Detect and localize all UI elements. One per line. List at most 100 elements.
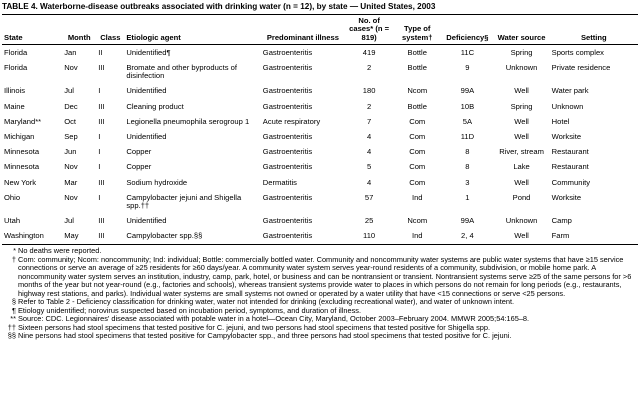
table-cell: Unknown: [505, 62, 538, 72]
table-cell: Acute respiratory: [262, 116, 321, 126]
footnote: †† Sixteen persons had stool specimens th…: [2, 322, 638, 333]
table-cell: Bottle: [407, 101, 427, 111]
table-cell: Unidentified: [126, 131, 167, 141]
column-header: Predominant illness: [260, 15, 346, 46]
column-header: Class: [96, 15, 125, 46]
footnote-text: No deaths were reported.: [18, 246, 102, 256]
table-cell: Com: [409, 162, 426, 172]
table-cell: Jan: [64, 47, 77, 57]
table-cell: 2: [366, 62, 372, 72]
table-cell: Hotel: [551, 116, 570, 126]
table-row: Michigan Sep I Unidentified Gastroenteritis 4…: [2, 130, 638, 145]
table-cell: New York: [4, 177, 37, 187]
table-cell: Unknown: [505, 216, 538, 226]
table-cell: Com: [409, 147, 426, 157]
table-cell: Gastroenteritis: [262, 192, 313, 202]
table-cell: Gastroenteritis: [262, 131, 313, 141]
table-cell: 57: [364, 192, 374, 202]
table-cell: Bromate and other byproducts of disinfec…: [126, 62, 237, 81]
table-cell: Well: [514, 86, 529, 96]
table-cell: Washington: [2, 229, 63, 246]
table-cell: III: [96, 229, 125, 246]
column-header: Etiologic agent: [124, 15, 261, 46]
table-cell: 11D: [460, 131, 475, 141]
table-cell: III: [98, 101, 105, 111]
table-cell: Worksite: [551, 192, 582, 202]
table-row: Illinois Jul I Unidentified Gastroenteritis 1…: [2, 84, 638, 99]
footnote-text: Etiology unidentified; norovirus suspect…: [18, 305, 362, 315]
table-cell: 11C: [460, 47, 475, 57]
table-cell: 4: [366, 131, 372, 141]
table-cell: 4: [366, 147, 372, 157]
outbreak-table: State Month Class Etiologic agent Predominan…: [2, 15, 638, 246]
table-cell: III: [98, 216, 105, 226]
table-cell: 5A: [462, 116, 473, 126]
footnote-text: Nine persons had stool specimens that te…: [18, 331, 512, 341]
table-cell: 3: [465, 177, 470, 187]
footnote-mark: ††: [7, 322, 16, 332]
table-cell: Unidentified: [126, 86, 167, 96]
table-cell: Bottle: [407, 47, 427, 57]
table-cell: Water park: [551, 86, 589, 96]
table-cell: Ncom: [407, 86, 428, 96]
table-cell: Maine: [4, 101, 25, 111]
table-cell: 1: [465, 192, 470, 202]
table-cell: Michigan: [4, 131, 35, 141]
table-cell: Well: [514, 177, 529, 187]
table-cell: Pond: [512, 192, 531, 202]
table-cell: Mar: [64, 177, 78, 187]
table-cell: 99A: [460, 216, 475, 226]
table-cell: Utah: [4, 216, 21, 226]
table-cell: Sports complex: [551, 47, 604, 57]
table-cell: Minnesota: [4, 147, 40, 157]
table-cell: Illinois: [4, 86, 26, 96]
table-cell: Unidentified: [126, 216, 167, 226]
table-cell: 25: [364, 216, 374, 226]
table-cell: I: [98, 162, 101, 172]
table-cell: Gastroenteritis: [262, 47, 313, 57]
column-header: Type of system†: [393, 15, 442, 46]
table-cell: 8: [465, 162, 470, 172]
footnote: ** Source: CDC. Legionnaires' disease ass…: [2, 315, 638, 324]
table-cell: Gastroenteritis: [262, 86, 313, 96]
footnote-text: Com: community; Ncom: noncommunity; Ind:…: [18, 254, 632, 298]
table-cell: Copper: [126, 162, 152, 172]
footnote: § Refer to Table 2 - Deficiency classific…: [2, 298, 638, 307]
footnotes: * No deaths were reported. † Com: community…: [2, 247, 638, 341]
table-cell: Copper: [126, 147, 152, 157]
table-cell: Spring: [510, 101, 533, 111]
table-cell: 419: [362, 47, 376, 57]
table-cell: Legionella pneumophila serogroup 1: [126, 116, 250, 126]
table-cell: Nov: [64, 162, 78, 172]
table-cell: Bottle: [407, 62, 427, 72]
table-cell: May: [62, 229, 97, 246]
table-cell: III: [98, 177, 105, 187]
table-row: Florida Nov III Bromate and other byproduct…: [2, 60, 638, 84]
column-header: Deficiency§: [441, 15, 494, 46]
footnote-mark: §§: [7, 331, 16, 341]
header-row: State Month Class Etiologic agent Predominan…: [2, 15, 638, 46]
table-cell: Farm: [549, 229, 638, 246]
table-cell: Community: [551, 177, 591, 187]
footnote-text: Refer to Table 2 - Deficiency classifica…: [18, 297, 515, 307]
table-cell: Cleaning product: [126, 101, 184, 111]
table-cell: Com: [409, 116, 426, 126]
table-cell: Gastroenteritis: [260, 229, 346, 246]
table-row: Utah Jul III Unidentified Gastroenteritis 25 N…: [2, 214, 638, 229]
table-cell: II: [98, 47, 103, 57]
footnote: * No deaths were reported.: [2, 247, 638, 256]
table-cell: Campylobacter spp.§§: [124, 229, 261, 246]
table-cell: Oct: [64, 116, 77, 126]
table-cell: Dermatitis: [262, 177, 297, 187]
table-cell: Sep: [64, 131, 78, 141]
footnote-mark: †: [11, 254, 16, 264]
table-cell: Florida: [4, 47, 28, 57]
table-cell: Well: [514, 116, 529, 126]
footnote-text: Sixteen persons had stool specimens that…: [18, 322, 491, 332]
table-cell: Gastroenteritis: [262, 216, 313, 226]
table-row: Maryland** Oct III Legionella pneumophila s…: [2, 114, 638, 129]
table-title: TABLE 4. Waterborne-disease outbreaks as…: [2, 2, 638, 15]
column-header: Water source: [493, 15, 550, 46]
table-cell: Gastroenteritis: [262, 147, 313, 157]
